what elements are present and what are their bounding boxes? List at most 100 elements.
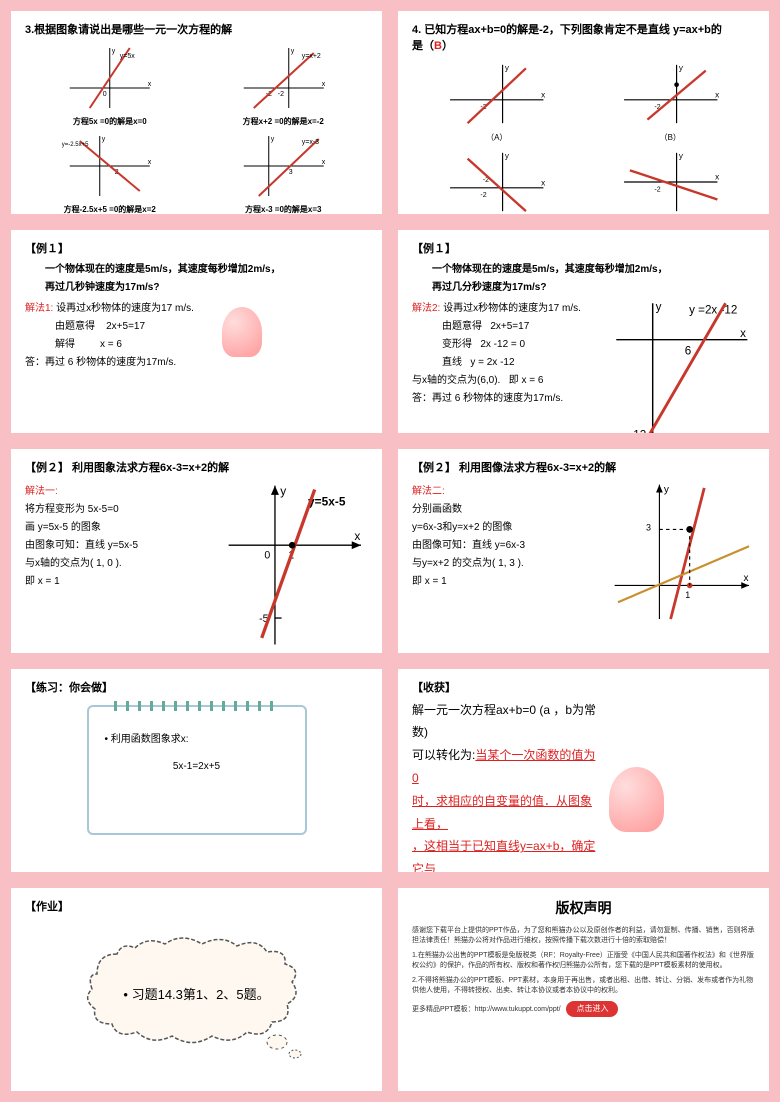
problem: 再过几秒钟速度为17m/s? [45, 278, 368, 293]
copyright-text: 感谢您下载平台上提供的PPT作品，为了您和熊猫办公以及原创作者的利益，请勿复制、… [412, 926, 755, 947]
slide-7: 【练习：你会做】 • 利用函数图象求x: 5x-1=2x+5 [8, 666, 385, 875]
slide-8: 【收获】 解一元一次方程ax+b=0 (a ，b为常数) 可以转化为:当某个一次… [395, 666, 772, 875]
kids-illustration [222, 307, 262, 357]
text: 即 x = 6 [509, 375, 544, 386]
heading: 【例２】 利用图像法求方程6x-3=x+2的解 [412, 459, 755, 475]
text: 与x轴的交点为( 1, 0 ). [25, 554, 214, 569]
svg-text:x: x [321, 159, 325, 166]
graph-cell: xy2y=-2.5x+5 方程-2.5x+5 =0的解是x=2 [25, 131, 195, 215]
svg-text:3: 3 [646, 523, 651, 533]
text: 解得 [55, 339, 75, 350]
text: 解一元一次方程ax+b=0 (a ，b为常数) [412, 699, 601, 745]
heading: 【例１】 [25, 240, 368, 256]
text: 画 y=5x-5 的图象 [25, 518, 214, 533]
svg-text:x: x [740, 327, 746, 340]
svg-text:y: y [102, 136, 106, 143]
slide2-title: 4. 已知方程ax+b=0的解是-2，下列图象肯定不是直线 y=ax+b的 是（… [412, 21, 755, 53]
text: 与x轴的交点为(6,0). [412, 375, 500, 386]
copyright-text: 2.不得将熊猫办公的PPT模板、PPT素材，本身用于再出售，或者出租、出借、转让… [412, 976, 755, 997]
copyright-text: 1.在熊猫办公出售的PPT模板是免版税类（RF：Royalty-Free）正版受… [412, 951, 755, 972]
svg-text:y: y [270, 136, 274, 143]
svg-text:x: x [321, 81, 325, 88]
svg-text:1: 1 [686, 590, 691, 600]
bullet: • 习题14.3第1、2、5题。 [123, 984, 269, 1003]
heading: 【例１】 [412, 240, 755, 256]
graph-cell: xy-2 （B） [586, 59, 756, 143]
svg-text:-2: -2 [654, 186, 660, 193]
answer: 答：再过 6 秒物体的速度为17m/s. [25, 353, 214, 368]
svg-text:3: 3 [288, 169, 292, 176]
svg-text:0: 0 [265, 550, 271, 562]
copyright-title: 版权声明 [412, 898, 755, 918]
svg-text:y: y [281, 484, 287, 498]
option-label: （A） [412, 132, 582, 143]
graph-cell: xy-2 （A） [412, 59, 582, 143]
svg-text:y=x-3: y=x-3 [301, 139, 318, 146]
text: 可以转化为:当某个一次函数的值为0 [412, 744, 601, 790]
slide-6: 【例２】 利用图像法求方程6x-3=x+2的解 解法二: 分别画函数 y=6x-… [395, 446, 772, 655]
text: 4. 已知方程ax+b=0的解是-2，下列图象肯定不是直线 y=ax+b的 [412, 24, 722, 36]
slide-10: 版权声明 感谢您下载平台上提供的PPT作品，为了您和熊猫办公以及原创作者的利益，… [395, 885, 772, 1094]
method-label: 解法2: [412, 303, 440, 314]
graph-cell: xy3y=x-3 方程x-3 =0的解是x=3 [199, 131, 369, 215]
slide2-graphs: xy-2 （A） xy-2 （B） xy-2-2 （C） xy-2 （D） [412, 59, 755, 189]
heading: 【作业】 [25, 898, 368, 914]
equation: y = 2x -12 [470, 357, 514, 368]
svg-text:y: y [678, 64, 683, 73]
text: 即 x = 1 [412, 572, 601, 587]
graph-cell: xy-2-2 （C） [412, 147, 582, 217]
slide-9: 【作业】 • 习题14.3第1、2、5题。 [8, 885, 385, 1094]
equation: 2x -12 = 0 [480, 339, 525, 350]
svg-text:y=5x: y=5x [120, 53, 135, 60]
graph-caption: 方程-2.5x+5 =0的解是x=2 [25, 204, 195, 215]
text: 分别画函数 [412, 500, 601, 515]
method-label: 解法一: [25, 482, 214, 497]
svg-text:y: y [290, 48, 294, 55]
svg-text:y: y [505, 64, 510, 73]
svg-text:-12: -12 [630, 429, 647, 436]
svg-text:y =2x -12: y =2x -12 [689, 304, 737, 317]
slide1-graphs: xy0y=5x 方程5x =0的解是x=0 xy-2y=x+2-2 方程x+2 … [25, 43, 368, 193]
slide-5: 【例２】 利用图象法求方程6x-3=x+2的解 解法一: 将方程变形为 5x-5… [8, 446, 385, 655]
text: 设再过x秒物体的速度为17 m/s. [56, 303, 194, 314]
svg-text:x: x [541, 179, 545, 188]
svg-text:x: x [355, 529, 361, 543]
answer: B [434, 40, 442, 52]
text: 直线 [442, 357, 462, 368]
text: 由题意得 [442, 321, 482, 332]
text: 设再过x秒物体的速度为17 m/s. [443, 303, 581, 314]
svg-text:x: x [148, 159, 152, 166]
svg-text:y: y [664, 485, 670, 496]
svg-text:x: x [148, 81, 152, 88]
text: 将方程变形为 5x-5=0 [25, 500, 214, 515]
graph: xy y =2x -12 6 -12 [609, 296, 755, 436]
slide-1: 3.根据图象请说出是哪些一元一次方程的解 xy0y=5x 方程5x =0的解是x… [8, 8, 385, 217]
graph-cell: xy-2y=x+2-2 方程x+2 =0的解是x=-2 [199, 43, 369, 127]
text: 是（ [412, 40, 434, 52]
equation: 2x+5=17 [490, 321, 529, 332]
problem: 一个物体现在的速度是5m/s，其速度每秒增加2m/s， [432, 260, 755, 275]
text: y=6x-3和y=x+2 的图像 [412, 518, 601, 533]
enter-button[interactable]: 点击进入 [566, 1001, 618, 1017]
problem: 一个物体现在的速度是5m/s，其速度每秒增加2m/s， [45, 260, 368, 275]
heading: 【例２】 利用图象法求方程6x-3=x+2的解 [25, 459, 368, 475]
slide-3: 【例１】 一个物体现在的速度是5m/s，其速度每秒增加2m/s， 再过几秒钟速度… [8, 227, 385, 436]
notepad: • 利用函数图象求x: 5x-1=2x+5 [87, 705, 307, 835]
svg-text:y: y [112, 48, 116, 55]
equation: 5x-1=2x+5 [105, 761, 289, 772]
method-label: 解法1: [25, 303, 53, 314]
svg-text:y=-2.5x+5: y=-2.5x+5 [62, 142, 89, 148]
text: 时，求相应的自变量的值．从图象上看， [412, 790, 601, 836]
option-label: （B） [586, 132, 756, 143]
text: 即 x = 1 [25, 572, 214, 587]
graph-caption: 方程x+2 =0的解是x=-2 [199, 116, 369, 127]
text: 变形得 [442, 339, 472, 350]
heading: 【练习：你会做】 [25, 679, 368, 695]
copyright-link: 更多精品PPT模板：http://www.tukuppt.com/ppt/ 点击… [412, 1001, 755, 1017]
slide1-title: 3.根据图象请说出是哪些一元一次方程的解 [25, 21, 368, 37]
graph-caption: 方程5x =0的解是x=0 [25, 116, 195, 127]
heading: 【收获】 [412, 679, 755, 695]
equation: 2x+5=17 [106, 321, 145, 332]
svg-text:x: x [715, 173, 719, 182]
svg-text:x: x [744, 573, 749, 584]
